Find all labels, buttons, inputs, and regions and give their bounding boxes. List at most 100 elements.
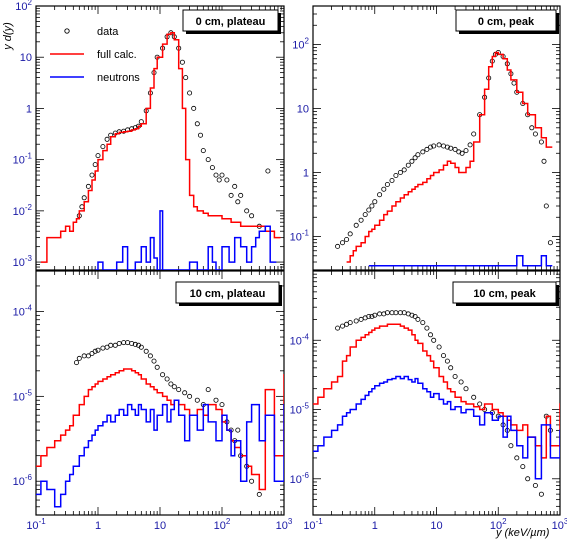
panel-title: 0 cm, plateau [196, 16, 266, 28]
data-point [112, 342, 118, 348]
data-point [182, 390, 188, 396]
data-point [532, 482, 538, 488]
x-tick-label: 1 [95, 520, 101, 532]
data-point [427, 144, 433, 150]
data-point [436, 142, 442, 148]
data-point [384, 181, 390, 187]
data-point [514, 455, 520, 461]
y-axis-label: y d(y) [2, 22, 14, 51]
data-point [200, 148, 206, 154]
data-point [194, 121, 200, 127]
legend-full-label: full calc. [97, 49, 137, 61]
data-point [444, 358, 450, 364]
data-point [463, 148, 469, 154]
data-point [452, 373, 458, 379]
panel-title-box [175, 281, 280, 304]
data-point [448, 365, 454, 371]
full-calc-series-line [40, 32, 281, 263]
data-point [92, 162, 98, 168]
data-point [362, 212, 368, 218]
y-tick-label: 10-6 [13, 473, 33, 488]
data-point [471, 131, 477, 137]
data-point [420, 149, 426, 155]
y-tick-label: 10-5 [13, 388, 33, 403]
x-tick-label: 103 [552, 517, 567, 532]
data-point [197, 132, 203, 138]
x-axis-label: y (keV/µm) [495, 527, 550, 539]
data-point [219, 172, 225, 178]
data-point [176, 387, 182, 393]
data-point [525, 476, 531, 482]
data-point [209, 165, 215, 171]
data-point [420, 320, 426, 326]
data-point [339, 240, 345, 246]
data-point [147, 353, 153, 359]
data-point [76, 355, 82, 361]
full-calc-series-line [36, 368, 284, 491]
data-point [547, 240, 553, 246]
legend: data full calc. neutrons [50, 26, 140, 84]
data-point [381, 186, 387, 192]
data-point [183, 75, 189, 81]
y-tick-label: 10 [297, 104, 309, 116]
series-group [313, 310, 560, 497]
data-point [431, 143, 437, 149]
data-point [436, 344, 442, 350]
data-point [205, 157, 211, 163]
data-point [335, 325, 341, 331]
data-point [344, 236, 350, 242]
data-point [541, 158, 547, 164]
data-point [389, 177, 395, 183]
data-point [335, 243, 341, 249]
data-point [108, 342, 114, 348]
neutrons-series-line [313, 375, 560, 480]
series-group [335, 50, 553, 267]
series-group [36, 340, 284, 508]
data-point [154, 364, 160, 370]
y-tick-label: 102 [292, 37, 309, 52]
data-point [366, 207, 372, 213]
neutrons-series-line [368, 255, 553, 267]
plot-frame [312, 5, 561, 271]
x-tick-label: 10 [430, 520, 442, 532]
data-point [191, 105, 197, 111]
data-point [187, 393, 193, 399]
data-point [424, 325, 430, 331]
data-point [232, 183, 238, 189]
data-point [213, 397, 219, 403]
data-point [412, 313, 418, 319]
data-point [440, 353, 446, 359]
data-point [458, 379, 464, 385]
data-point [369, 313, 375, 319]
panel-title-box [452, 281, 557, 304]
data-point [538, 139, 544, 145]
x-tick-label: 102 [214, 517, 231, 532]
data-point [249, 213, 255, 219]
panel-1: 10-3 10-2 10-1 1 10 102 0 cm, plateau [13, 0, 285, 271]
data-point [95, 347, 101, 353]
data-point [444, 144, 450, 150]
full-calc-series-line [313, 323, 560, 459]
data-point [372, 199, 378, 205]
data-point [520, 464, 526, 470]
data-point [467, 142, 473, 148]
data-point [194, 397, 200, 403]
data-point [384, 310, 390, 316]
data-point [219, 402, 225, 408]
data-point [249, 478, 255, 484]
data-point [409, 312, 415, 318]
data-point [405, 162, 411, 168]
y-tick-label: 10-1 [290, 229, 310, 244]
data-point [347, 231, 353, 237]
data-point [427, 332, 433, 338]
data-point [235, 427, 241, 433]
y-tick-label: 102 [15, 0, 32, 13]
x-tick-label: 1 [372, 520, 378, 532]
data-point [393, 172, 399, 178]
data-point [151, 358, 157, 364]
data-point [353, 222, 359, 228]
data-point [168, 381, 174, 387]
y-tick-label: 10-6 [290, 471, 310, 486]
